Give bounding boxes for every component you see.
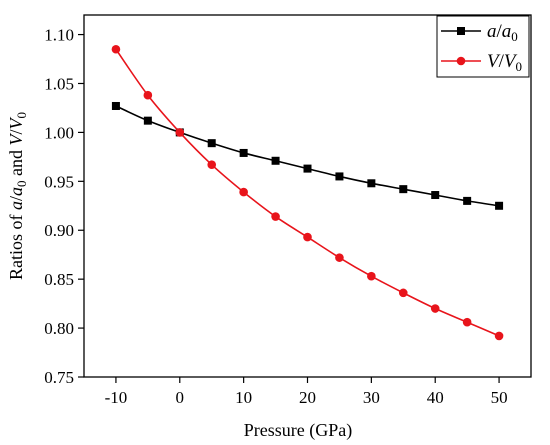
axis-tick-labels: -10 0 10 20 30 40 50 0.75 0.80 0.85 0.90 0.95 1.00 1.… xyxy=(44,26,507,407)
legend-label-part: a xyxy=(487,21,497,42)
legend: a/a0V/V0 xyxy=(436,15,530,78)
legend-marker-square xyxy=(457,27,465,35)
y-tick-label: 0.75 xyxy=(44,368,74,387)
y-tick-label: 1.00 xyxy=(44,123,74,142)
data-point-a xyxy=(271,156,280,165)
legend-label-part: / xyxy=(497,21,503,42)
y-axis-title-part: Ratios of xyxy=(6,210,26,280)
x-tick-label: 50 xyxy=(491,388,508,407)
data-point-v xyxy=(207,160,217,169)
y-axis-title-part: a xyxy=(6,187,26,196)
data-point-a xyxy=(335,172,344,181)
series-line-0 xyxy=(115,105,500,207)
legend-label-part: 0 xyxy=(511,29,518,44)
x-tick-label: 0 xyxy=(176,388,185,407)
y-axis-title-part: 0 xyxy=(14,112,29,119)
y-tick-label: 0.85 xyxy=(44,270,74,289)
y-axis-title-part: V xyxy=(6,116,26,129)
y-tick-label: 1.10 xyxy=(44,26,74,45)
x-tick-label: 10 xyxy=(235,388,252,407)
legend-label-part: 0 xyxy=(516,59,523,74)
legend-label-0: a/a0 xyxy=(487,21,518,44)
y-axis-title-part: and xyxy=(6,146,26,181)
x-tick-label: 40 xyxy=(427,388,444,407)
y-axis-title-part: a xyxy=(6,201,26,210)
y-axis-title-part: / xyxy=(6,196,26,201)
data-point-a xyxy=(111,101,120,110)
axis-ticks xyxy=(78,33,500,383)
data-point-v xyxy=(430,304,440,313)
y-tick-label: 1.05 xyxy=(44,74,74,93)
legend-label-part: a xyxy=(502,21,512,42)
y-tick-label: 0.90 xyxy=(44,221,74,240)
plot-frame xyxy=(83,14,532,378)
data-point-v xyxy=(335,253,344,262)
series-layer xyxy=(111,44,504,341)
x-axis-title: Pressure (GPa) xyxy=(244,420,352,441)
data-point-v xyxy=(303,232,312,242)
legend-label-part: V xyxy=(487,51,501,72)
legend-label-part: V xyxy=(504,51,518,72)
data-point-a xyxy=(303,164,312,173)
data-point-a xyxy=(495,201,504,210)
data-point-v xyxy=(367,271,376,281)
data-point-v xyxy=(271,212,280,221)
data-point-v xyxy=(239,187,248,197)
y-axis-title-part: 0 xyxy=(14,181,29,188)
x-tick-label: -10 xyxy=(105,388,128,407)
data-point-v xyxy=(494,331,504,341)
legend-label-part: / xyxy=(499,51,505,72)
data-point-a xyxy=(239,148,248,157)
x-tick-label: 20 xyxy=(299,388,316,407)
data-point-a xyxy=(367,179,376,188)
data-point-v xyxy=(111,44,121,54)
data-point-a xyxy=(143,116,152,125)
series-line-1 xyxy=(115,48,500,337)
data-point-v xyxy=(398,288,408,298)
data-point-v xyxy=(462,317,472,327)
y-axis-title-part: V xyxy=(6,133,26,146)
y-axis-title: Ratios of a/a0 and V/V0 xyxy=(6,112,29,280)
y-axis-title-part: / xyxy=(6,129,26,134)
legend-box xyxy=(436,15,530,78)
legend-label-1: V/V0 xyxy=(487,51,522,74)
y-tick-label: 0.80 xyxy=(44,319,74,338)
x-tick-label: 30 xyxy=(363,388,380,407)
data-point-a xyxy=(463,196,472,205)
data-point-a xyxy=(207,139,216,148)
legend-entries: a/a0V/V0 xyxy=(441,21,522,74)
data-point-v xyxy=(143,90,153,100)
data-point-a xyxy=(431,191,440,200)
y-tick-label: 0.95 xyxy=(44,172,74,191)
legend-marker-circle xyxy=(456,56,466,66)
data-point-a xyxy=(399,185,408,194)
data-point-v xyxy=(175,128,185,137)
